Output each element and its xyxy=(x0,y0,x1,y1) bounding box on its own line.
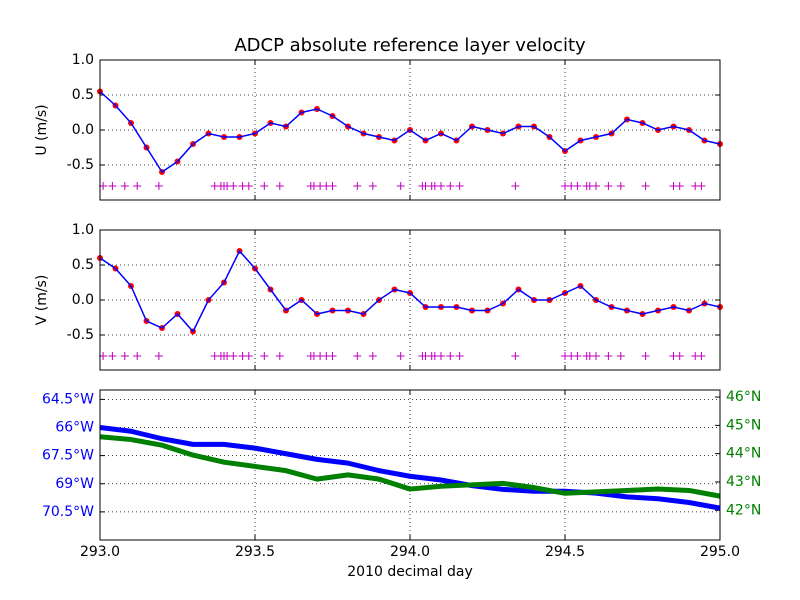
x-axis-label: 2010 decimal day xyxy=(347,564,472,580)
axes-frame xyxy=(99,59,721,201)
flag-marker xyxy=(120,182,129,190)
flag-marker xyxy=(396,182,405,190)
x-tick-label: 294.5 xyxy=(545,544,585,560)
flag-marker xyxy=(437,352,445,360)
data-line xyxy=(99,249,721,333)
flag-marker xyxy=(229,352,238,360)
y-tick-label: 64.5°W xyxy=(42,391,94,407)
y-tick-label: 1.0 xyxy=(72,52,94,68)
flag-marker xyxy=(353,182,362,190)
flag-marker xyxy=(229,182,238,190)
y-tick-label: 70.5°W xyxy=(42,504,94,520)
flag-marker xyxy=(437,182,445,190)
flag-marker xyxy=(455,352,464,360)
data-line xyxy=(99,425,721,511)
flag-marker xyxy=(108,352,117,360)
y-tick-label: -0.5 xyxy=(67,157,94,173)
y-tick-label: 0.5 xyxy=(72,87,94,103)
y-tick-label: 69°W xyxy=(55,476,94,492)
flag-marker xyxy=(275,352,284,360)
flag-marker xyxy=(455,182,464,190)
flag-marker xyxy=(592,182,600,190)
y-tick-label: 0.0 xyxy=(72,292,94,308)
y-tick-label: 0.5 xyxy=(72,257,94,273)
y2-tick-label: 45°N xyxy=(726,417,761,433)
flag-marker xyxy=(616,182,625,190)
y-tick-label: 1.0 xyxy=(72,222,94,238)
flag-marker xyxy=(275,182,284,190)
y-tick-label: -0.5 xyxy=(67,327,94,343)
data-line xyxy=(99,434,721,499)
flag-marker xyxy=(368,182,377,190)
flag-marker xyxy=(446,182,455,190)
y-tick-label: 66°W xyxy=(55,420,94,436)
flag-marker xyxy=(675,352,684,360)
flag-marker xyxy=(641,182,650,190)
y-axis-label: U (m/s) xyxy=(34,104,50,155)
flag-marker xyxy=(154,352,163,360)
y2-tick-label: 43°N xyxy=(726,474,761,490)
chart-title: ADCP absolute reference layer velocity xyxy=(234,35,586,56)
flag-marker xyxy=(260,182,269,190)
x-tick-label: 294.0 xyxy=(390,544,430,560)
flag-marker xyxy=(604,182,613,190)
axes-frame xyxy=(99,389,721,541)
flag-marker xyxy=(133,182,142,190)
flag-marker xyxy=(120,352,129,360)
flag-marker xyxy=(573,182,582,190)
y2-tick-label: 42°N xyxy=(726,502,761,518)
flag-marker xyxy=(641,352,650,360)
flag-marker xyxy=(353,352,362,360)
flag-marker xyxy=(573,352,582,360)
axes-frame xyxy=(99,229,721,371)
flag-marker xyxy=(511,352,520,360)
y2-tick-label: 44°N xyxy=(726,446,761,462)
y-tick-label: 67.5°W xyxy=(42,448,94,464)
x-tick-label: 295.0 xyxy=(700,544,740,560)
x-tick-label: 293.5 xyxy=(235,544,275,560)
flag-marker xyxy=(616,352,625,360)
y-axis-label: V (m/s) xyxy=(34,275,50,326)
flag-marker xyxy=(592,352,600,360)
flag-marker xyxy=(244,352,253,360)
x-tick-label: 293.0 xyxy=(80,544,120,560)
flag-marker xyxy=(511,182,520,190)
flag-marker xyxy=(108,182,117,190)
flag-marker xyxy=(396,352,405,360)
flag-marker xyxy=(328,352,337,360)
flag-marker xyxy=(368,352,377,360)
y2-tick-label: 46°N xyxy=(726,389,761,405)
data-line xyxy=(99,90,721,174)
flag-marker xyxy=(260,352,269,360)
flag-marker xyxy=(328,182,337,190)
flag-marker xyxy=(446,352,455,360)
flag-marker xyxy=(154,182,163,190)
flag-marker xyxy=(604,352,613,360)
y-tick-label: 0.0 xyxy=(72,122,94,138)
flag-marker xyxy=(133,352,142,360)
flag-marker xyxy=(697,352,706,360)
flag-marker xyxy=(244,182,253,190)
flag-marker xyxy=(675,182,684,190)
flag-marker xyxy=(697,182,706,190)
